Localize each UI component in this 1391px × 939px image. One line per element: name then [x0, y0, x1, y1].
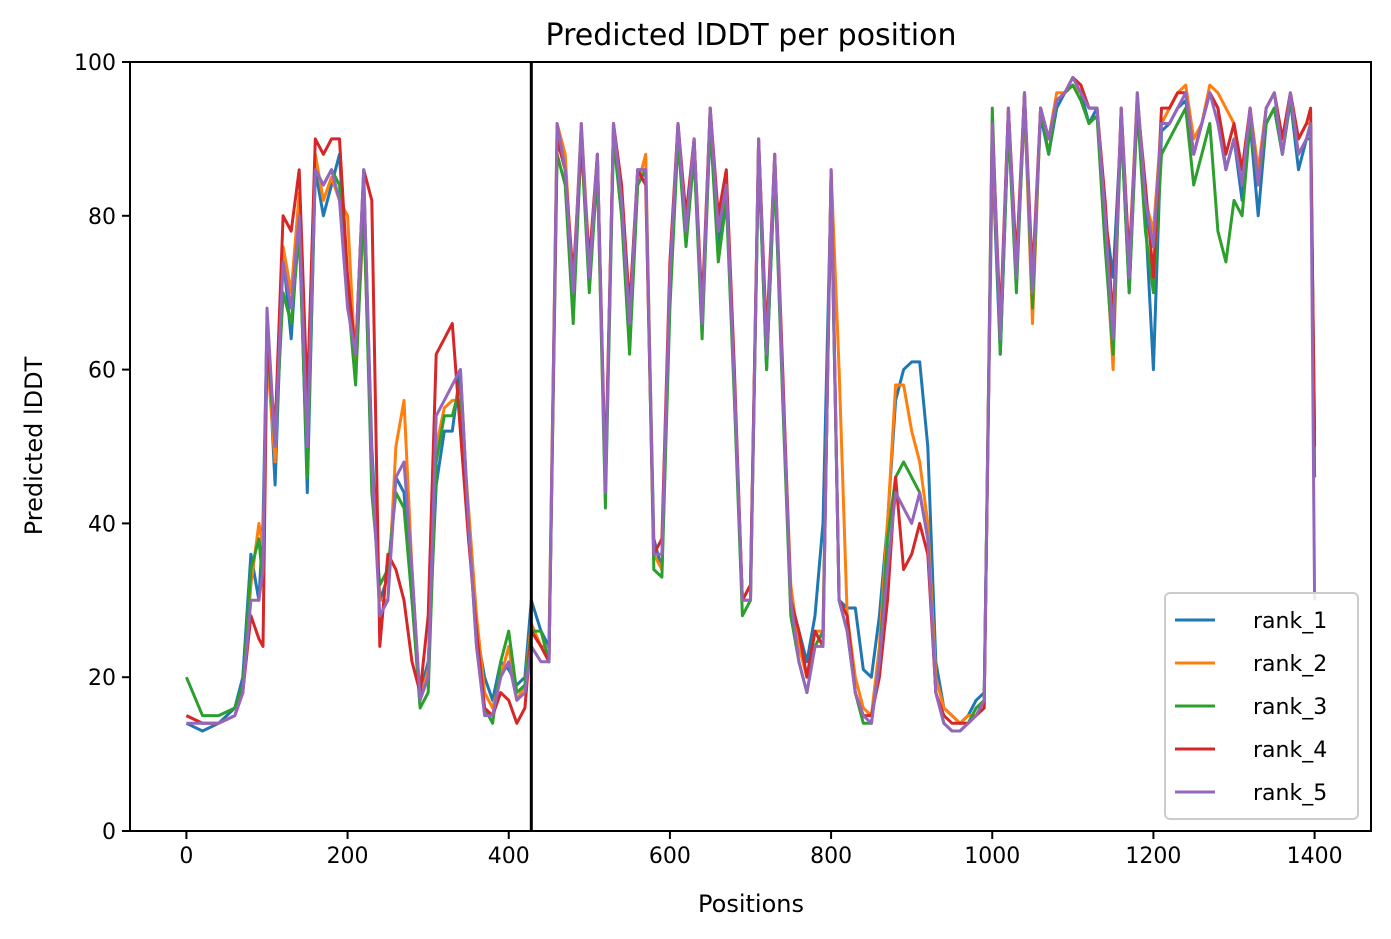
plot-frame: [129, 61, 1372, 832]
chart-title: Predicted lDDT per position: [546, 18, 957, 53]
x-tick-label: 800: [810, 844, 852, 869]
legend-label: rank_4: [1253, 738, 1327, 763]
x-tick-label: 1200: [1125, 844, 1181, 869]
chart-legend: rank_1 rank_2 rank_3 rank_4 rank_5: [1164, 592, 1359, 820]
series-line-rank_5: [186, 75, 1317, 733]
legend-label: rank_1: [1253, 609, 1327, 634]
x-tick-label: 600: [649, 844, 691, 869]
y-axis-ticks: 0 20 40 60 80 100: [74, 51, 130, 845]
y-tick-label: 40: [88, 512, 116, 537]
x-axis-ticks: 0 200 400 600 800 1000 1200 1400: [179, 831, 1343, 869]
y-tick-label: 20: [88, 666, 116, 691]
series-line-rank_4: [185, 75, 1317, 725]
legend-label: rank_2: [1253, 652, 1327, 677]
legend-label: rank_5: [1253, 781, 1327, 806]
legend-box: [1164, 592, 1359, 820]
y-tick-label: 100: [74, 51, 116, 76]
y-axis-label: Predicted lDDT: [20, 356, 48, 535]
legend-label: rank_3: [1253, 695, 1327, 720]
x-tick-label: 1000: [964, 844, 1020, 869]
y-tick-label: 0: [102, 820, 116, 845]
x-axis-label: Positions: [698, 890, 804, 918]
x-tick-label: 0: [179, 844, 193, 869]
x-tick-label: 200: [327, 844, 369, 869]
y-tick-label: 60: [88, 359, 116, 384]
x-tick-label: 400: [488, 844, 530, 869]
x-tick-label: 1400: [1287, 844, 1343, 869]
y-tick-label: 80: [88, 205, 116, 230]
series-lines: [185, 75, 1317, 733]
